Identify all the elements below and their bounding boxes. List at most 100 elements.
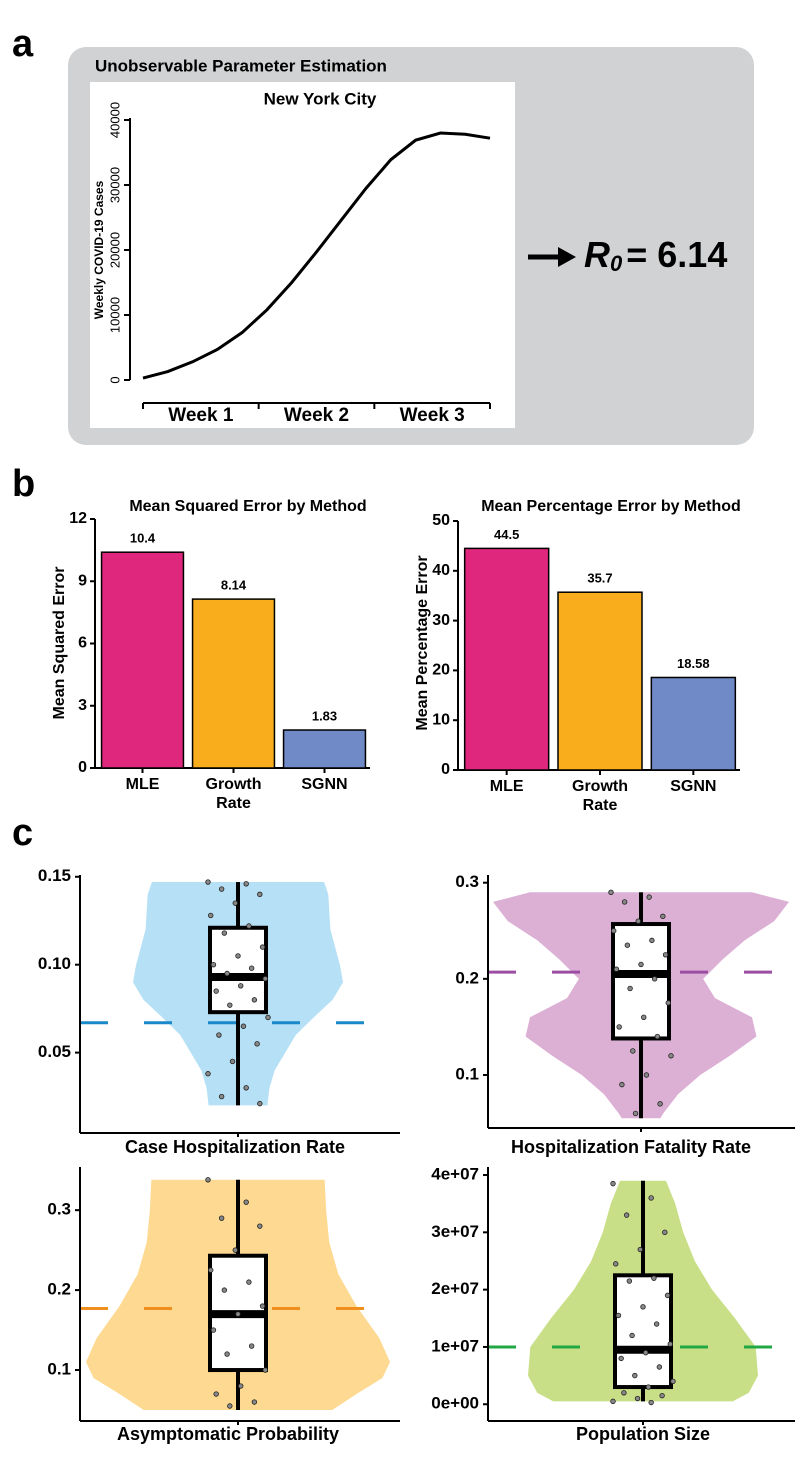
data-point <box>670 1378 676 1385</box>
data-point <box>218 1093 225 1100</box>
data-point <box>638 961 644 968</box>
data-point <box>635 918 641 924</box>
data-point <box>224 970 230 977</box>
x-axis-label: Asymptomatic Probability <box>117 1424 339 1444</box>
data-point <box>643 1072 650 1078</box>
y-tick-label: 9 <box>78 572 87 589</box>
bar <box>282 729 367 769</box>
data-point <box>632 1372 638 1379</box>
data-point <box>643 1349 649 1356</box>
data-point <box>248 1343 255 1349</box>
data-point <box>238 1383 244 1389</box>
data-point <box>257 1100 263 1107</box>
data-point <box>251 1399 258 1405</box>
data-line <box>142 131 491 380</box>
y-tick-label: 30 <box>432 612 450 629</box>
y-tick-label: 50 <box>432 512 450 529</box>
y-axis-label: Mean Squared Error <box>51 567 68 720</box>
data-point <box>216 1032 222 1038</box>
box <box>611 922 671 1041</box>
data-point <box>613 966 620 972</box>
chart-title: Mean Squared Error by Method <box>129 498 366 515</box>
data-point <box>213 988 219 994</box>
data-point <box>608 889 614 896</box>
x-axis-label: Population Size <box>576 1424 710 1444</box>
y-tick-label: 0.10 <box>38 954 71 973</box>
data-point <box>616 1024 622 1030</box>
y-tick-label: 0.2 <box>455 968 479 987</box>
y-axis-label: Mean Percentage Error <box>414 555 431 730</box>
data-point <box>205 1071 211 1077</box>
y-tick-label: 0.15 <box>38 866 71 885</box>
data-point <box>610 1398 616 1405</box>
y-tick-label: 20000 <box>107 232 122 268</box>
estimate-subscript: 0 <box>610 251 623 276</box>
data-point <box>648 1195 654 1201</box>
y-tick-label: 0.1 <box>455 1064 479 1083</box>
label-line: Growth <box>206 776 262 793</box>
data-point <box>640 1304 646 1310</box>
y-tick-label: 0 <box>441 761 450 778</box>
data-point <box>243 1085 249 1091</box>
box <box>613 1273 673 1390</box>
y-tick-label: 40 <box>432 562 450 579</box>
data-point <box>623 1212 630 1218</box>
data-point <box>613 1261 619 1267</box>
data-point <box>610 1180 616 1187</box>
y-tick-label: 10000 <box>107 297 122 333</box>
data-point <box>262 976 268 982</box>
label-line: Growth <box>572 778 628 795</box>
data-point <box>651 976 658 982</box>
data-point <box>243 1199 249 1205</box>
data-point <box>240 1023 247 1029</box>
data-point <box>621 1390 627 1396</box>
chart-title: New York City <box>264 89 377 108</box>
data-point <box>654 1033 661 1040</box>
data-point <box>257 891 263 898</box>
data-point <box>621 899 628 905</box>
label-line: Rate <box>216 795 251 812</box>
y-tick-label: 3e+07 <box>431 1222 479 1241</box>
panel-label: c <box>12 812 33 854</box>
data-point <box>227 1002 233 1008</box>
bar <box>463 547 550 771</box>
x-axis-label: Case Hospitalization Rate <box>125 1137 345 1157</box>
bar <box>557 591 643 771</box>
plot-background <box>90 82 515 428</box>
value-label: 1.83 <box>312 708 337 723</box>
data-point <box>653 1321 660 1327</box>
y-tick-label: 2e+07 <box>431 1279 479 1298</box>
y-tick-label: 0 <box>107 376 122 383</box>
data-point <box>618 1355 624 1362</box>
chart-title: Mean Percentage Error by Method <box>481 498 741 515</box>
data-point <box>246 1279 252 1285</box>
estimate-symbol: R <box>584 234 610 275</box>
data-point <box>662 1229 668 1236</box>
x-tick-label: Growth Rate <box>572 778 628 814</box>
data-point <box>262 1367 268 1373</box>
x-tick-label: MLE <box>490 778 524 795</box>
panel-label: a <box>12 23 34 65</box>
data-point <box>208 912 214 919</box>
data-point <box>667 1341 673 1347</box>
data-point <box>649 937 655 944</box>
data-point <box>218 1215 225 1221</box>
y-tick-label: 0.3 <box>47 1200 71 1219</box>
data-point <box>624 942 631 948</box>
data-point <box>259 1303 266 1309</box>
data-point <box>634 1395 641 1402</box>
y-tick-label: 3 <box>78 697 87 714</box>
arrow <box>528 247 576 267</box>
data-point <box>229 1058 236 1065</box>
y-tick-label: 0.05 <box>38 1042 71 1061</box>
data-point <box>626 1278 633 1284</box>
data-point <box>648 1399 654 1406</box>
data-point <box>641 1014 647 1021</box>
y-tick-label: 0e+00 <box>431 1394 479 1413</box>
y-axis-label: Weekly COVID-19 Cases <box>92 180 106 319</box>
data-point <box>232 1247 238 1253</box>
panel-label: b <box>12 463 35 505</box>
x-tick-label: Week 2 <box>284 405 349 426</box>
data-point <box>257 1223 263 1229</box>
